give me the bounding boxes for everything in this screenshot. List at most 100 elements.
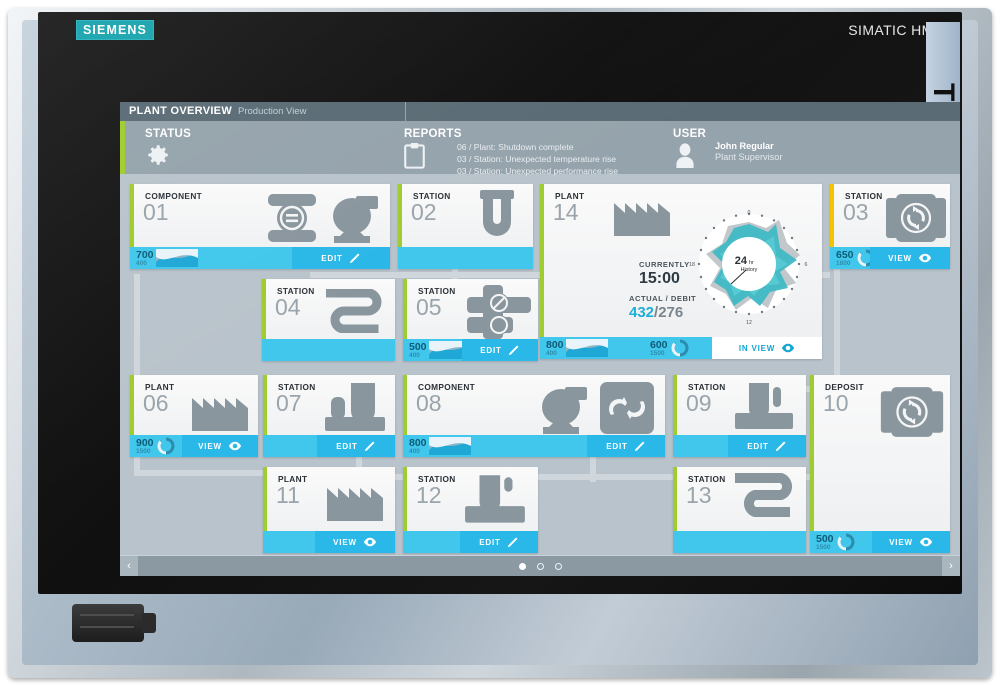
tile-value-sub: 400 [409, 351, 420, 359]
reports-entry[interactable]: 06 / Plant: Shutdown complete [457, 142, 574, 152]
page-dot-1[interactable] [518, 562, 526, 570]
prev-page-button[interactable]: ‹ [120, 556, 138, 576]
rotate-icon [880, 387, 944, 437]
tile-number: 09 [686, 390, 712, 416]
tile-03[interactable]: STATION 03 [830, 184, 950, 269]
wave-icon [155, 249, 198, 267]
page-dot-3[interactable] [554, 562, 562, 570]
tile-body: STATION 12 [407, 467, 538, 553]
view-button[interactable]: VIEW [315, 531, 395, 553]
tile-04[interactable]: STATION 04 [262, 279, 395, 361]
tile-accent-bar [130, 375, 134, 457]
pencil-icon [364, 441, 375, 452]
pipe-segment [452, 184, 458, 280]
gear-icon [148, 145, 168, 165]
pipe-segment [720, 386, 920, 392]
tile-value-main: 650 [836, 248, 854, 261]
tile-footer: 900 1500 VIEW [130, 435, 258, 457]
tile-08[interactable]: COMPONENT 08 [403, 375, 665, 457]
tile-accent-bar [810, 375, 814, 553]
tile-body: STATION 07 [267, 375, 395, 457]
tile-accent-bar [130, 184, 134, 269]
tile-01[interactable]: COMPONENT 01 [130, 184, 390, 269]
tile-value: 500 1500 [810, 531, 856, 553]
reports-entry[interactable]: 03 / Station: Unexpected temperature ris… [457, 154, 617, 165]
edit-button[interactable]: EDIT [317, 435, 395, 457]
touch-strip [926, 22, 960, 257]
tile-kind: PLANT [278, 474, 308, 484]
edit-button[interactable]: EDIT [460, 531, 538, 553]
tile-kind: COMPONENT [145, 191, 203, 201]
button-label: EDIT [747, 441, 769, 451]
siemens-logo: SIEMENS [76, 20, 154, 40]
reports-entry-list[interactable]: 06 / Plant: Shutdown complete 03 / Stati… [457, 141, 618, 178]
tile-value: 800 400 [540, 337, 608, 359]
button-label: VIEW [333, 537, 357, 547]
reports-entry[interactable]: 03 / Station: Unexpected performance ris… [457, 166, 618, 177]
edit-button[interactable]: EDIT [462, 339, 538, 361]
pump-icon [333, 196, 378, 243]
ring-icon [157, 437, 175, 455]
wave-icon [428, 341, 471, 359]
tile-accent-bar [403, 467, 407, 553]
next-page-button[interactable]: › [942, 556, 960, 576]
tile-12[interactable]: STATION 12 EDIT [403, 467, 538, 553]
radar-tick-right: 6 [805, 262, 808, 268]
tile-value-sub: 400 [136, 259, 147, 267]
tile-value-sub: 1500 [816, 543, 831, 551]
tile-body: STATION 09 [677, 375, 806, 457]
view-button[interactable]: VIEW [870, 247, 950, 269]
page-dot-2[interactable] [536, 562, 544, 570]
usb-stick-detail [80, 614, 134, 616]
history-radar-chart[interactable]: 0 6 12 18 24 hr History [684, 198, 814, 328]
tile-07[interactable]: STATION 07 EDIT [263, 375, 395, 457]
pipe-segment [590, 386, 596, 482]
tile-number: 05 [416, 294, 442, 320]
pipe-segment [134, 274, 140, 474]
tile-footer: 700 400 EDIT [130, 247, 390, 269]
tile-body: PLANT 06 [134, 375, 258, 457]
edit-button[interactable]: EDIT [587, 435, 665, 457]
tile-kind: STATION [688, 474, 726, 484]
pipe-segment [134, 470, 314, 476]
cross-valve-icon [467, 285, 531, 339]
in-view-button[interactable]: IN VIEW [712, 337, 822, 359]
tile-05[interactable]: STATION 05 [403, 279, 538, 361]
tile-02[interactable]: STATION 02 [398, 184, 533, 269]
reports-section-label: REPORTS [404, 128, 462, 140]
coil-icon [326, 289, 382, 333]
tile-body: STATION 04 [266, 279, 395, 361]
usb-stick [72, 604, 156, 642]
view-button[interactable]: VIEW [872, 531, 950, 553]
tile-number: 08 [416, 390, 442, 416]
tile-06[interactable]: PLANT 06 900 1500 [130, 375, 258, 457]
user-name: John Regular [715, 141, 774, 151]
factory-icon [327, 488, 383, 521]
tile-10[interactable]: DEPOSIT 10 [810, 375, 950, 553]
page-subtitle: Production View [238, 106, 307, 117]
tile-09[interactable]: STATION 09 EDIT [673, 375, 806, 457]
tile-value: 650 1800 [830, 247, 876, 269]
tile-accent-bar [403, 375, 407, 457]
tile-number: 04 [275, 294, 301, 320]
button-label: VIEW [889, 537, 913, 547]
tile-body: PLANT 11 [267, 467, 395, 553]
view-button[interactable]: VIEW [182, 435, 258, 457]
tile-number: 06 [143, 390, 169, 416]
tile-number: 10 [823, 390, 849, 416]
tile-kind: STATION [688, 382, 726, 392]
tile-14[interactable]: PLANT 14 CURRENTLY 15:00 ACTUAL / DEBIT … [540, 184, 822, 359]
edit-button[interactable]: EDIT [292, 247, 390, 269]
tile-footer: 800 400 600 1500 [540, 337, 822, 359]
tile-11[interactable]: PLANT 11 VIEW [263, 467, 395, 553]
hmi-screen: PLANT OVERVIEW Production View STATUS RE… [120, 102, 960, 576]
touch-label: TOUCH [927, 83, 960, 195]
button-label: VIEW [888, 253, 912, 263]
edit-button[interactable]: EDIT [728, 435, 806, 457]
wave-icon [428, 437, 471, 455]
tile-kind: PLANT [145, 382, 175, 392]
value-separator: / [654, 304, 659, 321]
tile-13[interactable]: STATION 13 [673, 467, 806, 553]
screen-topbar: PLANT OVERVIEW Production View [120, 102, 960, 121]
